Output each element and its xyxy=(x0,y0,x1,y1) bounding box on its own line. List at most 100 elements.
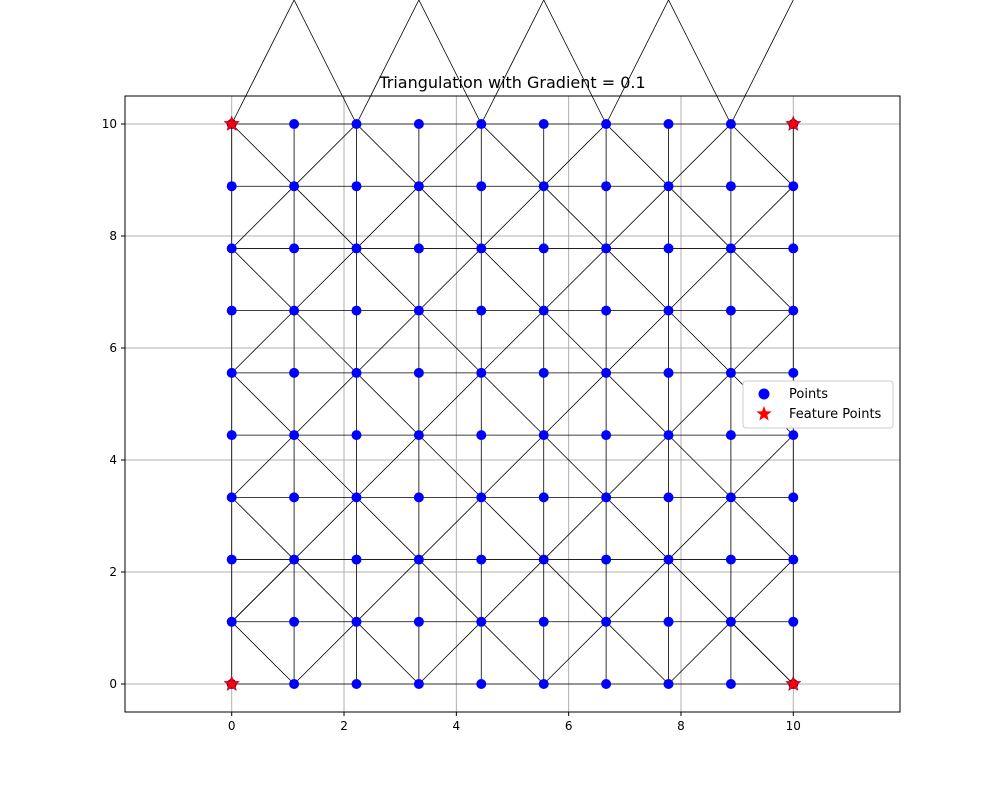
triangulation-edge xyxy=(605,559,669,623)
triangulation-edge xyxy=(293,497,357,560)
point-marker xyxy=(289,181,300,192)
triangulation-edge xyxy=(418,185,482,249)
point-marker xyxy=(725,492,736,503)
triangulation-edge xyxy=(418,248,482,311)
point-marker xyxy=(351,679,362,689)
triangulation-edge xyxy=(668,310,732,374)
point-marker xyxy=(226,492,237,503)
chart-title: Triangulation with Gradient = 0.1 xyxy=(378,73,645,92)
x-tick-label: 6 xyxy=(565,719,573,733)
points-layer xyxy=(226,119,799,689)
point-marker xyxy=(663,554,674,565)
triangulation-edge xyxy=(356,185,420,249)
triangulation-edge xyxy=(480,372,545,436)
triangulation-edge xyxy=(605,248,669,311)
legend-label-feature-points: Feature Points xyxy=(789,407,882,422)
triangulation-edge xyxy=(730,123,794,187)
point-marker xyxy=(289,616,300,627)
point-marker xyxy=(663,181,674,192)
triangulation-edge xyxy=(480,559,545,623)
point-marker xyxy=(289,492,300,503)
point-marker xyxy=(601,492,612,503)
point-marker xyxy=(601,367,612,378)
point-marker xyxy=(725,679,736,689)
point-marker xyxy=(725,181,736,192)
triangulation-edge xyxy=(480,434,545,498)
triangulation-edge xyxy=(730,185,794,249)
triangulation-edge xyxy=(231,123,295,187)
point-marker xyxy=(476,243,487,254)
point-marker xyxy=(663,243,674,254)
point-marker xyxy=(725,430,736,441)
triangulation-edge xyxy=(543,185,607,249)
triangulation-edge xyxy=(231,248,295,311)
triangulation-edge xyxy=(293,559,357,623)
point-marker xyxy=(538,243,549,254)
point-marker xyxy=(476,616,487,627)
triangulation-edge xyxy=(605,434,669,498)
triangulation-edge xyxy=(293,123,357,187)
point-marker xyxy=(601,679,612,689)
point-marker xyxy=(226,367,237,378)
point-marker xyxy=(725,367,736,378)
point-marker xyxy=(413,243,424,254)
triangulation-edge xyxy=(480,248,545,311)
triangulation-edge xyxy=(730,0,794,125)
triangulation-edge xyxy=(480,621,545,685)
point-marker xyxy=(413,554,424,565)
point-marker xyxy=(476,181,487,192)
point-marker xyxy=(476,430,487,441)
triangulation-edge xyxy=(668,185,732,249)
triangulation-edge xyxy=(480,123,545,187)
triangulation-edge xyxy=(543,248,607,311)
triangulation-edge xyxy=(480,497,545,560)
x-tick-label: 10 xyxy=(786,719,801,733)
point-marker xyxy=(663,430,674,441)
plot-frame xyxy=(124,95,901,713)
point-marker xyxy=(413,616,424,627)
triangulation-edge xyxy=(231,497,295,560)
point-marker xyxy=(601,243,612,254)
point-marker xyxy=(538,367,549,378)
triangulation-edge xyxy=(293,310,357,374)
point-marker xyxy=(601,430,612,441)
point-marker xyxy=(351,430,362,441)
triangulation-edge xyxy=(356,497,420,560)
x-tick-label: 4 xyxy=(453,719,461,733)
point-marker xyxy=(226,243,237,254)
point-marker xyxy=(351,119,362,129)
point-marker xyxy=(663,492,674,503)
triangulation-edge xyxy=(356,372,420,436)
triangulation-edge xyxy=(356,621,420,685)
legend-marker-points xyxy=(758,388,770,400)
triangulation-edge xyxy=(418,372,482,436)
triangulation-edges xyxy=(231,0,794,685)
feature-point-marker xyxy=(785,675,802,692)
point-marker xyxy=(538,305,549,316)
legend: Points Feature Points xyxy=(742,380,894,429)
point-marker xyxy=(476,119,487,129)
triangulation-edge xyxy=(231,0,295,125)
feature-points-layer xyxy=(223,115,802,692)
triangulation-edge xyxy=(668,559,732,623)
point-marker xyxy=(476,367,487,378)
triangulation-edge xyxy=(418,497,482,560)
point-marker xyxy=(538,616,549,627)
point-marker xyxy=(601,616,612,627)
point-marker xyxy=(788,554,799,565)
triangulation-edge xyxy=(605,372,669,436)
point-marker xyxy=(226,181,237,192)
point-marker xyxy=(601,181,612,192)
point-marker xyxy=(413,181,424,192)
triangulation-edge xyxy=(231,185,295,249)
y-tick-label: 0 xyxy=(109,677,117,691)
point-marker xyxy=(538,181,549,192)
point-marker xyxy=(788,243,799,254)
point-marker xyxy=(663,119,674,129)
triangulation-edge xyxy=(605,123,669,187)
point-marker xyxy=(413,679,424,689)
triangulation-edge xyxy=(543,621,607,685)
y-tick-label: 10 xyxy=(102,117,117,131)
point-marker xyxy=(601,119,612,129)
